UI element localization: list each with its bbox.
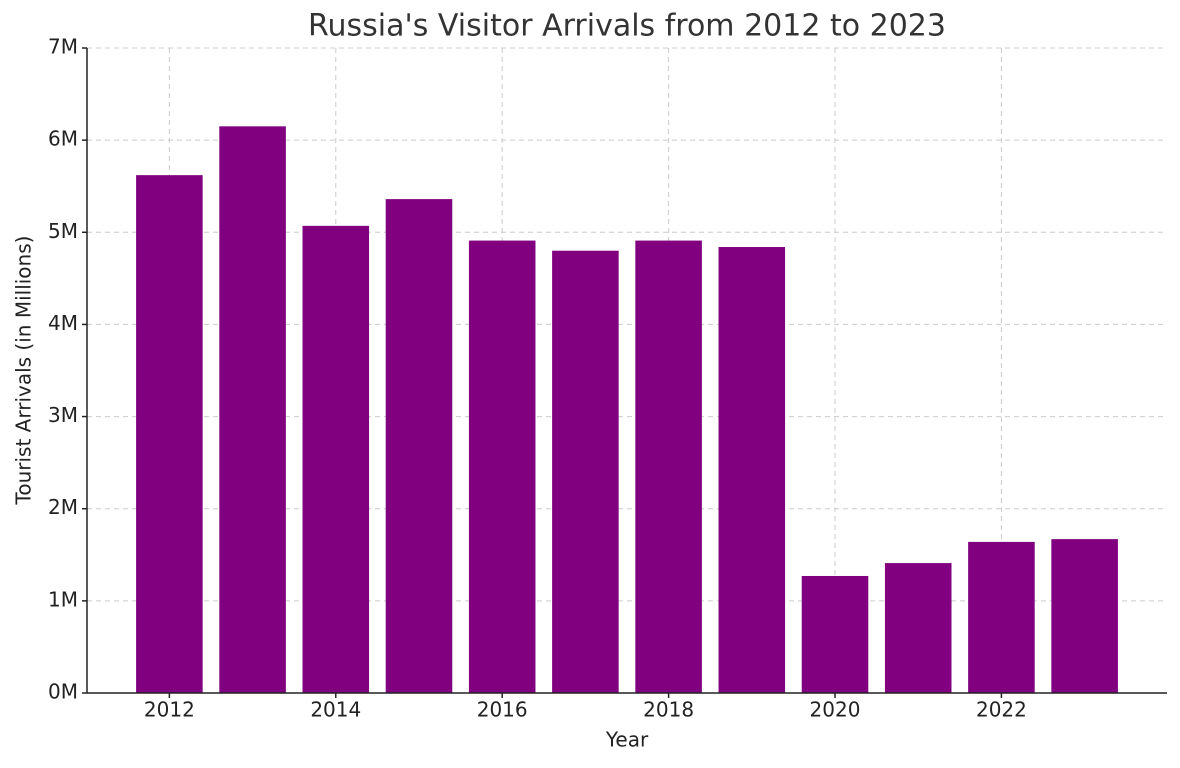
y-tick-label: 4M: [48, 311, 78, 335]
bar: [801, 575, 869, 693]
y-tick-label: 6M: [48, 127, 78, 151]
bar: [718, 247, 786, 693]
bar: [302, 225, 370, 694]
x-tick-label: 2014: [310, 698, 361, 722]
y-tick-label: 1M: [48, 587, 78, 611]
x-tick-label: 2018: [643, 698, 694, 722]
chart-title: Russia's Visitor Arrivals from 2012 to 2…: [308, 9, 946, 44]
y-tick-label: 5M: [48, 219, 78, 243]
y-tick-label: 3M: [48, 403, 78, 427]
bar: [468, 240, 536, 694]
bar: [635, 240, 702, 694]
y-tick-label: 0M: [48, 680, 78, 704]
x-tick-label: 2022: [976, 698, 1027, 722]
bar: [552, 250, 619, 693]
bar: [219, 126, 286, 694]
bar: [884, 563, 952, 693]
y-tick-label: 7M: [48, 35, 78, 59]
x-tick-label: 2016: [477, 698, 528, 722]
x-axis-label: Year: [605, 728, 649, 752]
x-tick-label: 2012: [144, 698, 195, 722]
y-axis-label: Tourist Arrivals (in Millions): [12, 236, 36, 506]
y-tick-label: 2M: [48, 495, 78, 519]
bar: [136, 175, 203, 693]
x-tick-label: 2020: [810, 698, 861, 722]
bar: [1051, 539, 1118, 693]
bar: [968, 541, 1035, 693]
bar: [385, 199, 453, 693]
